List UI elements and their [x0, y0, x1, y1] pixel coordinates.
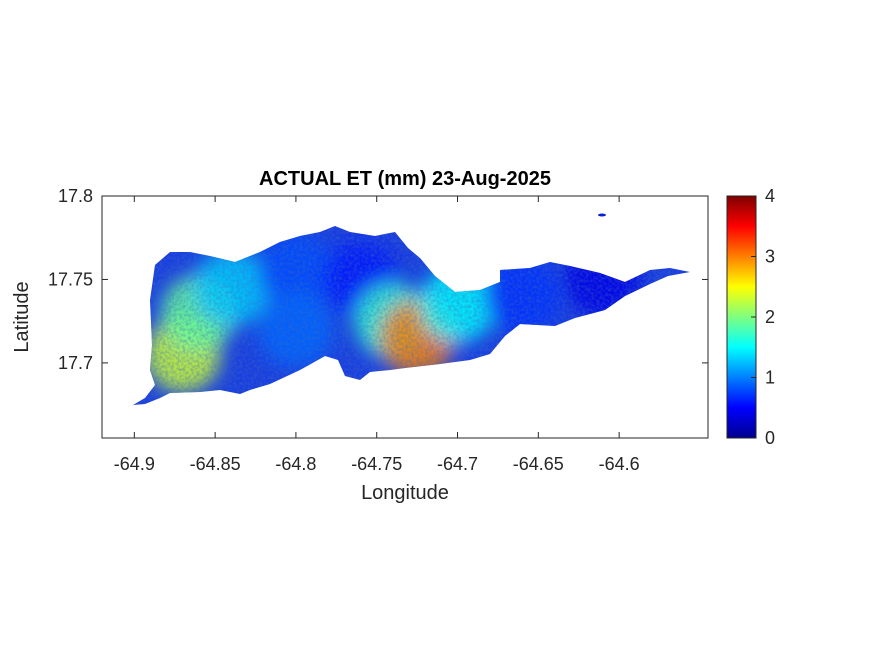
x-axis: -64.9 -64.85 -64.8 -64.75 -64.7 -64.65 -64.6 — [114, 196, 640, 474]
x-tick-label: -64.7 — [437, 454, 478, 474]
islet — [598, 213, 606, 217]
y-axis: 17.7 17.75 17.8 — [48, 186, 708, 373]
colorbar-tick-label: 4 — [765, 186, 775, 206]
x-tick-label: -64.8 — [275, 454, 316, 474]
colorbar-tick-label: 3 — [765, 247, 775, 267]
colorbar-tick-label: 0 — [765, 428, 775, 448]
y-axis-label: Latitude — [11, 281, 33, 352]
x-tick-label: -64.9 — [114, 454, 155, 474]
colorbar-tick-label: 2 — [765, 307, 775, 327]
y-tick-label: 17.75 — [48, 269, 93, 289]
x-tick-label: -64.85 — [190, 454, 241, 474]
y-tick-label: 17.8 — [58, 186, 93, 206]
colorbar-tick-label: 1 — [765, 368, 775, 388]
y-tick-label: 17.7 — [58, 353, 93, 373]
x-axis-label: Longitude — [361, 482, 449, 504]
colorbar-ticks: 0 1 2 3 4 — [751, 186, 775, 448]
chart-title: ACTUAL ET (mm) 23-Aug-2025 — [259, 168, 551, 190]
x-tick-label: -64.75 — [351, 454, 402, 474]
x-tick-label: -64.65 — [513, 454, 564, 474]
x-tick-label: -64.6 — [599, 454, 640, 474]
